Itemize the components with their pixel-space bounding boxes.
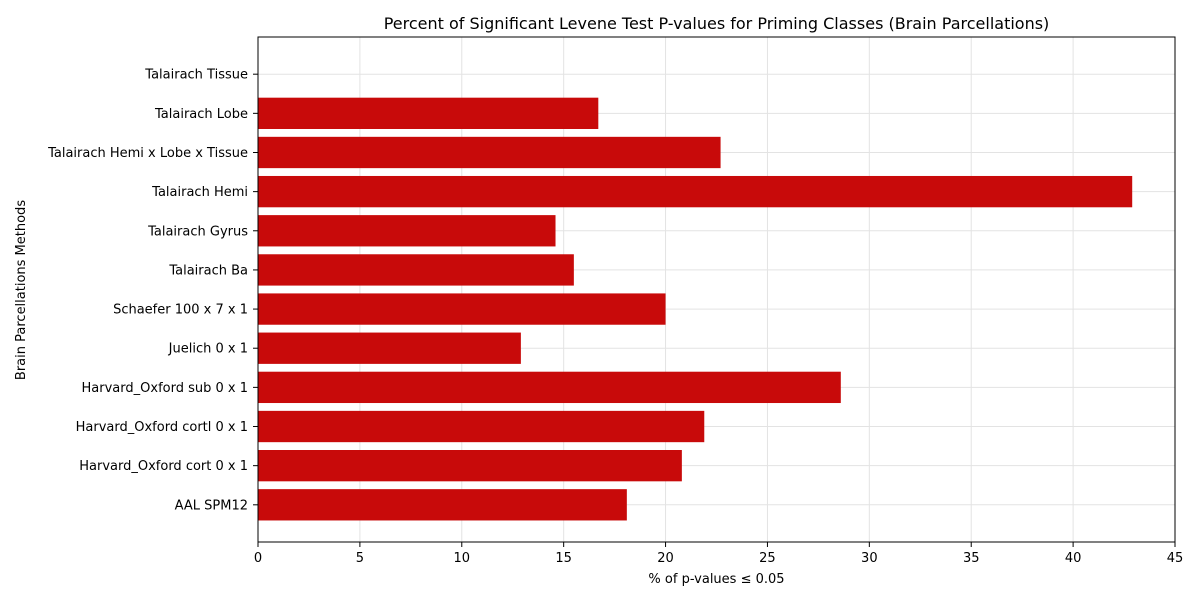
- y-tick-label: Talairach Hemi x Lobe x Tissue: [47, 146, 248, 161]
- bar: [258, 175, 1133, 208]
- bar: [258, 450, 682, 482]
- y-tick-label: Talairach Tissue: [144, 68, 248, 83]
- bar: [258, 371, 841, 404]
- y-tick-label: Harvard_Oxford cort 0 x 1: [79, 459, 248, 474]
- x-tick-label: 35: [963, 551, 980, 566]
- x-axis-ticks: 0 5 10 15 20 25 30 35 40 45: [254, 542, 1183, 566]
- y-tick-label: Harvard_Oxford cortl 0 x 1: [76, 420, 248, 435]
- bar: [258, 97, 599, 129]
- y-tick-label: Harvard_Oxford sub 0 x 1: [82, 381, 248, 396]
- bar: [258, 410, 705, 443]
- y-tick-label: AAL SPM12: [175, 498, 248, 513]
- x-tick-label: 0: [254, 551, 262, 566]
- bar: [258, 332, 521, 364]
- bar: [258, 254, 574, 286]
- bars-group: [258, 97, 1133, 521]
- chart-title: Percent of Significant Levene Test P-val…: [384, 14, 1050, 33]
- bar: [258, 136, 721, 169]
- y-tick-label: Schaefer 100 x 7 x 1: [113, 303, 248, 318]
- y-tick-label: Juelich 0 x 1: [168, 342, 248, 357]
- bar: [258, 293, 666, 325]
- x-tick-label: 10: [454, 551, 471, 566]
- x-tick-label: 45: [1167, 551, 1184, 566]
- x-tick-label: 15: [555, 551, 572, 566]
- bar: [258, 215, 556, 247]
- x-tick-label: 5: [356, 551, 364, 566]
- x-tick-label: 25: [759, 551, 776, 566]
- y-tick-label: Talairach Gyrus: [147, 224, 248, 239]
- x-tick-label: 30: [861, 551, 878, 566]
- y-axis-ticks: AAL SPM12 Harvard_Oxford cort 0 x 1 Harvar…: [47, 68, 258, 513]
- plot-frame: [257, 36, 1176, 543]
- y-tick-label: Talairach Hemi: [151, 185, 248, 200]
- x-axis-label: % of p-values ≤ 0.05: [648, 572, 784, 587]
- y-axis-label: Brain Parcellations Methods: [14, 200, 29, 380]
- y-tick-label: Talairach Lobe: [154, 107, 248, 122]
- y-tick-label: Talairach Ba: [168, 263, 248, 278]
- x-tick-label: 20: [657, 551, 674, 566]
- bar: [258, 489, 627, 521]
- x-tick-label: 40: [1065, 551, 1082, 566]
